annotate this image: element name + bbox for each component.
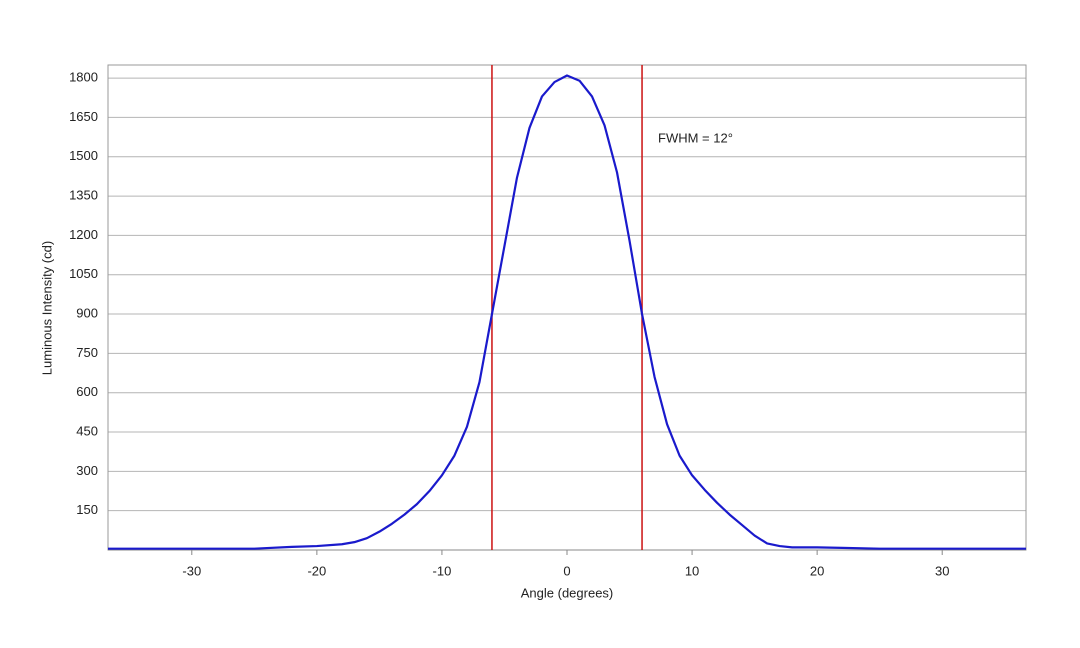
x-tick-label: -30 (182, 563, 201, 578)
x-tick-label: 0 (563, 563, 570, 578)
y-tick-label: 150 (76, 502, 98, 517)
x-tick-label: 20 (810, 563, 824, 578)
y-tick-label: 1200 (69, 227, 98, 242)
x-tick-label: -10 (433, 563, 452, 578)
annotation: FWHM = 12° (658, 130, 733, 145)
y-tick-label: 1800 (69, 70, 98, 85)
y-tick-label: 750 (76, 345, 98, 360)
y-tick-label: 600 (76, 384, 98, 399)
y-tick-label: 1500 (69, 148, 98, 163)
x-axis-label: Angle (degrees) (521, 585, 614, 600)
y-tick-label: 1350 (69, 188, 98, 203)
x-tick-label: 10 (685, 563, 699, 578)
plot-frame (107, 64, 1027, 551)
y-tick-label: 450 (76, 423, 98, 438)
y-axis-label: Luminous Intensity (cd) (39, 241, 54, 375)
y-tick-label: 900 (76, 305, 98, 320)
y-tick-label: 1650 (69, 109, 98, 124)
y-tick-label: 1050 (69, 266, 98, 281)
x-tick-label: -20 (307, 563, 326, 578)
data-line (108, 74, 1026, 550)
x-tick-label: 30 (935, 563, 949, 578)
y-tick-label: 300 (76, 463, 98, 478)
